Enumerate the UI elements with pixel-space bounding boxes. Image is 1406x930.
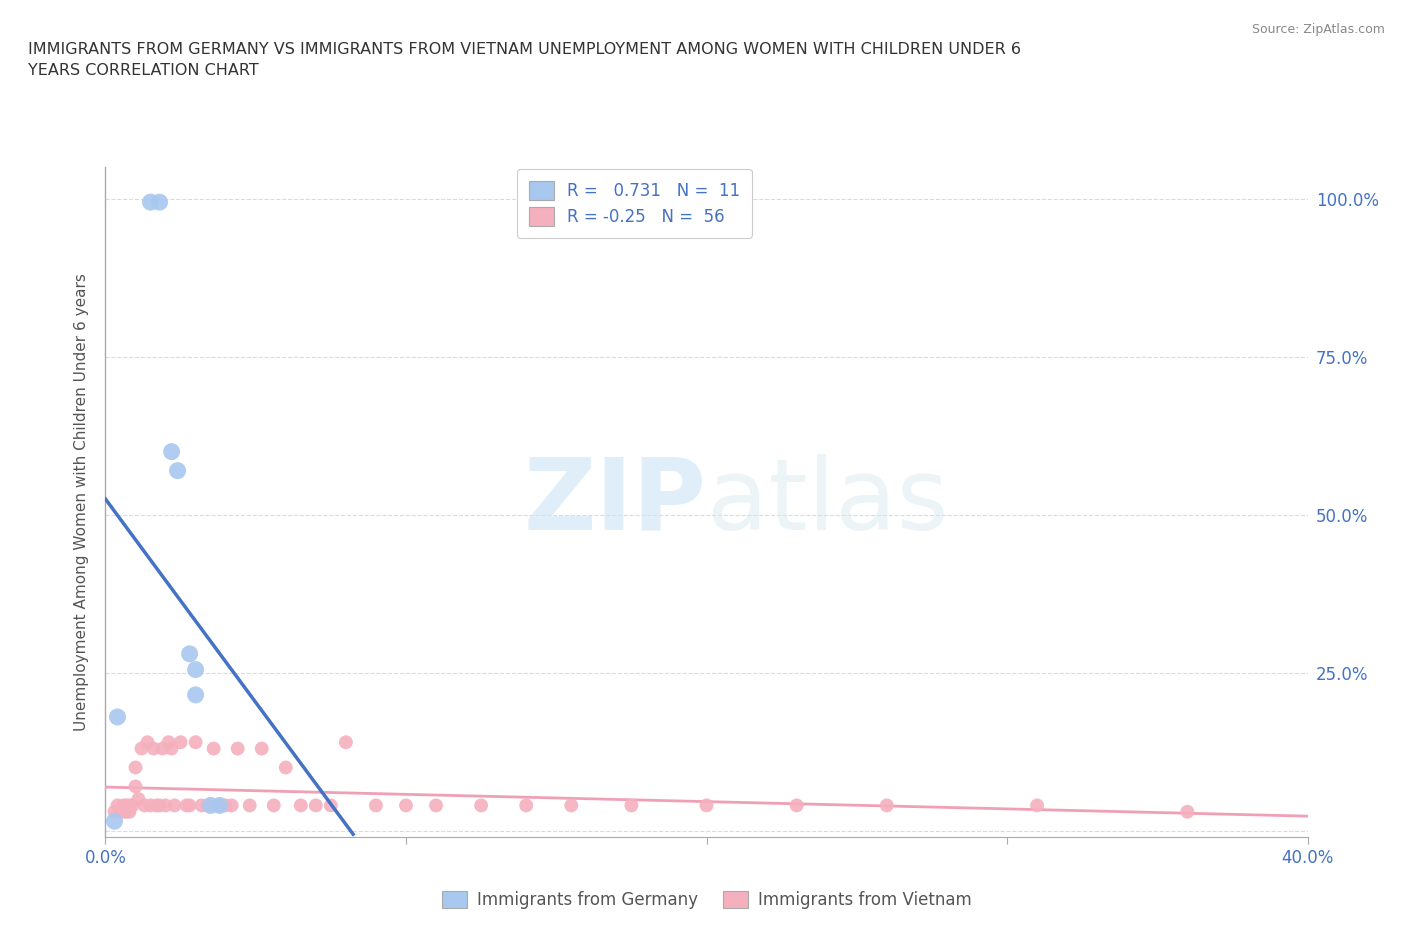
Point <box>184 687 207 702</box>
Point <box>274 760 297 775</box>
Point <box>136 735 159 750</box>
Point <box>148 194 170 209</box>
Point <box>160 741 183 756</box>
Point <box>184 735 207 750</box>
Point <box>124 779 146 794</box>
Point <box>166 463 188 478</box>
Point <box>110 804 132 819</box>
Point <box>560 798 582 813</box>
Point <box>103 814 125 829</box>
Point <box>157 735 180 750</box>
Text: atlas: atlas <box>707 454 948 551</box>
Point <box>179 798 201 813</box>
Point <box>155 798 177 813</box>
Point <box>250 741 273 756</box>
Point <box>515 798 537 813</box>
Point <box>152 741 174 756</box>
Point <box>142 741 165 756</box>
Point <box>121 798 143 813</box>
Text: Source: ZipAtlas.com: Source: ZipAtlas.com <box>1251 23 1385 36</box>
Point <box>128 791 150 806</box>
Point <box>786 798 808 813</box>
Y-axis label: Unemployment Among Women with Children Under 6 years: Unemployment Among Women with Children U… <box>75 273 90 731</box>
Legend: Immigrants from Germany, Immigrants from Vietnam: Immigrants from Germany, Immigrants from… <box>434 884 979 916</box>
Point <box>1175 804 1198 819</box>
Point <box>221 798 243 813</box>
Point <box>239 798 262 813</box>
Point <box>145 798 167 813</box>
Point <box>139 798 162 813</box>
Point <box>200 798 222 813</box>
Point <box>208 798 231 813</box>
Point <box>395 798 418 813</box>
Point <box>470 798 492 813</box>
Point <box>197 798 219 813</box>
Point <box>118 804 141 819</box>
Point <box>290 798 312 813</box>
Point <box>112 804 135 819</box>
Point <box>1026 798 1049 813</box>
Point <box>176 798 198 813</box>
Point <box>184 662 207 677</box>
Point <box>134 798 156 813</box>
Point <box>131 741 153 756</box>
Point <box>208 798 231 813</box>
Point <box>148 798 170 813</box>
Point <box>115 798 138 813</box>
Point <box>139 194 162 209</box>
Point <box>169 735 191 750</box>
Point <box>190 798 212 813</box>
Point <box>163 798 186 813</box>
Point <box>107 798 129 813</box>
Point <box>425 798 447 813</box>
Point <box>226 741 249 756</box>
Point <box>112 798 135 813</box>
Point <box>620 798 643 813</box>
Point <box>160 445 183 459</box>
Point <box>118 798 141 813</box>
Point <box>335 735 357 750</box>
Text: ZIP: ZIP <box>523 454 707 551</box>
Point <box>202 741 225 756</box>
Point <box>696 798 718 813</box>
Point <box>179 646 201 661</box>
Point <box>263 798 285 813</box>
Text: IMMIGRANTS FROM GERMANY VS IMMIGRANTS FROM VIETNAM UNEMPLOYMENT AMONG WOMEN WITH: IMMIGRANTS FROM GERMANY VS IMMIGRANTS FR… <box>28 42 1021 78</box>
Point <box>364 798 387 813</box>
Point <box>876 798 898 813</box>
Point <box>115 804 138 819</box>
Point <box>124 760 146 775</box>
Point <box>214 798 236 813</box>
Point <box>103 804 125 819</box>
Point <box>319 798 342 813</box>
Point <box>305 798 328 813</box>
Point <box>107 710 129 724</box>
